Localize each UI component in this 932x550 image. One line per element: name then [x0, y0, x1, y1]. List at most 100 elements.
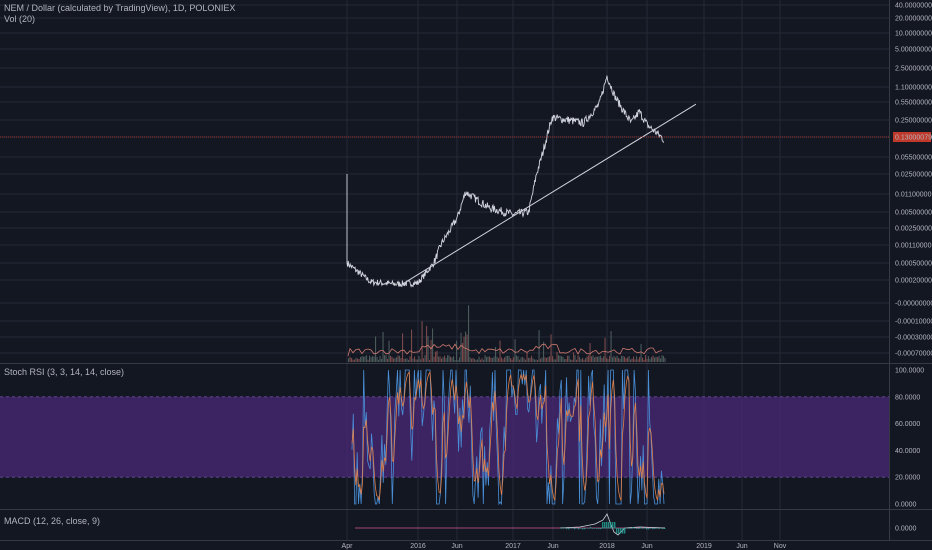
volume-bar — [369, 355, 371, 362]
macd-histogram-bar — [622, 528, 624, 534]
volume-tick-label: -0.00000000 — [895, 301, 932, 308]
volume-bar — [558, 355, 560, 362]
macd-histogram-bar — [564, 527, 566, 529]
volume-bar — [564, 359, 566, 362]
volume-bar — [534, 359, 536, 362]
volume-ma-line — [347, 343, 663, 357]
volume-bar — [606, 357, 608, 362]
volume-bar — [462, 342, 464, 362]
volume-bar — [630, 359, 632, 362]
volume-bar — [381, 358, 383, 362]
volume-bar — [406, 358, 408, 362]
time-tick-label: Jun — [547, 543, 558, 550]
volume-bar — [528, 357, 530, 362]
volume-bar — [421, 321, 423, 362]
volume-bar — [529, 357, 531, 362]
volume-bar — [480, 359, 482, 362]
volume-bar — [535, 359, 537, 362]
price-tick-label: 0.05500000 — [895, 155, 932, 162]
macd-histogram-bar — [608, 522, 610, 529]
macd-histogram-bar — [626, 527, 628, 529]
macd-histogram-bar — [580, 528, 582, 529]
volume-bar — [507, 355, 509, 362]
volume-bar — [639, 357, 641, 362]
volume-bar — [502, 359, 504, 362]
volume-bar — [456, 340, 458, 362]
volume-bar — [604, 337, 606, 362]
volume-bar — [501, 357, 503, 362]
volume-bar — [537, 359, 539, 362]
volume-bar — [540, 358, 542, 362]
volume-bar — [468, 305, 470, 362]
volume-bar — [418, 356, 420, 362]
macd-histogram-bar — [632, 527, 634, 529]
macd-histogram-bar — [648, 528, 650, 530]
price-tick-label: 0.25000000 — [895, 118, 932, 125]
macd-histogram-bar — [658, 528, 660, 529]
volume-bar — [441, 358, 443, 362]
volume-bar — [378, 359, 380, 362]
macd-histogram-bar — [592, 528, 594, 529]
volume-bar — [459, 357, 461, 362]
macd-histogram-bar — [574, 528, 576, 530]
time-tick-label: Nov — [774, 543, 787, 550]
volume-bar — [412, 358, 414, 362]
volume-bar — [562, 356, 564, 362]
macd-histogram-bar — [636, 528, 638, 529]
volume-bar — [469, 357, 471, 362]
stoch-tick-label: 40.0000 — [895, 448, 920, 455]
trendline[interactable] — [401, 103, 697, 285]
volume-bar — [439, 356, 441, 362]
volume-bar — [493, 356, 495, 362]
volume-bar — [663, 356, 665, 362]
volume-bar — [472, 358, 474, 362]
macd-histogram-bar — [582, 528, 584, 530]
volume-bar — [637, 359, 639, 362]
volume-bar — [393, 358, 395, 362]
volume-bar — [448, 355, 450, 362]
volume-bar — [561, 356, 563, 362]
stoch-legend-title: Stoch RSI (3, 3, 14, 14, close) — [4, 367, 124, 377]
volume-bar — [597, 356, 599, 362]
volume-bar — [609, 355, 611, 362]
volume-bar — [511, 359, 513, 362]
price-tick-label: 0.00250000 — [895, 226, 932, 233]
volume-bar — [568, 355, 570, 362]
price-tick-label: 0.55000000 — [895, 100, 932, 107]
volume-bar — [403, 358, 405, 362]
volume-bar — [660, 358, 662, 362]
volume-bar — [532, 358, 534, 362]
macd-histogram-bar — [606, 522, 608, 529]
volume-bar — [355, 357, 357, 362]
price-series-nem-dollar[interactable] — [346, 75, 665, 288]
volume-bar — [486, 356, 488, 362]
volume-bar — [583, 359, 585, 362]
volume-bar — [349, 356, 351, 362]
volume-bar — [616, 355, 618, 362]
volume-bar — [634, 359, 636, 362]
volume-bar — [423, 358, 425, 362]
volume-bar — [436, 350, 438, 362]
macd-histogram-bar — [596, 528, 598, 529]
stoch-tick-label: 60.0000 — [895, 421, 920, 428]
volume-bar — [589, 343, 591, 362]
volume-bar — [556, 351, 558, 362]
volume-bar — [619, 358, 621, 362]
volume-bar — [385, 355, 387, 362]
macd-legend-title: MACD (12, 26, close, 9) — [4, 516, 100, 526]
volume-bar — [444, 355, 446, 362]
volume-bar — [408, 359, 410, 362]
time-tick-label: Jun — [451, 543, 462, 550]
price-tick-label: 0.00110000 — [895, 243, 932, 250]
stoch-tick-label: 80.0000 — [895, 394, 920, 401]
volume-bar — [471, 358, 473, 362]
macd-histogram-bar — [600, 528, 602, 530]
macd-histogram-bar — [624, 528, 626, 534]
volume-bar — [484, 355, 486, 362]
volume-bar — [607, 359, 609, 362]
macd-histogram-bar — [660, 527, 662, 529]
price-tick-label: 0.00020000 — [895, 278, 932, 285]
volume-bar — [397, 355, 399, 362]
time-tick-label: Jun — [736, 543, 747, 550]
